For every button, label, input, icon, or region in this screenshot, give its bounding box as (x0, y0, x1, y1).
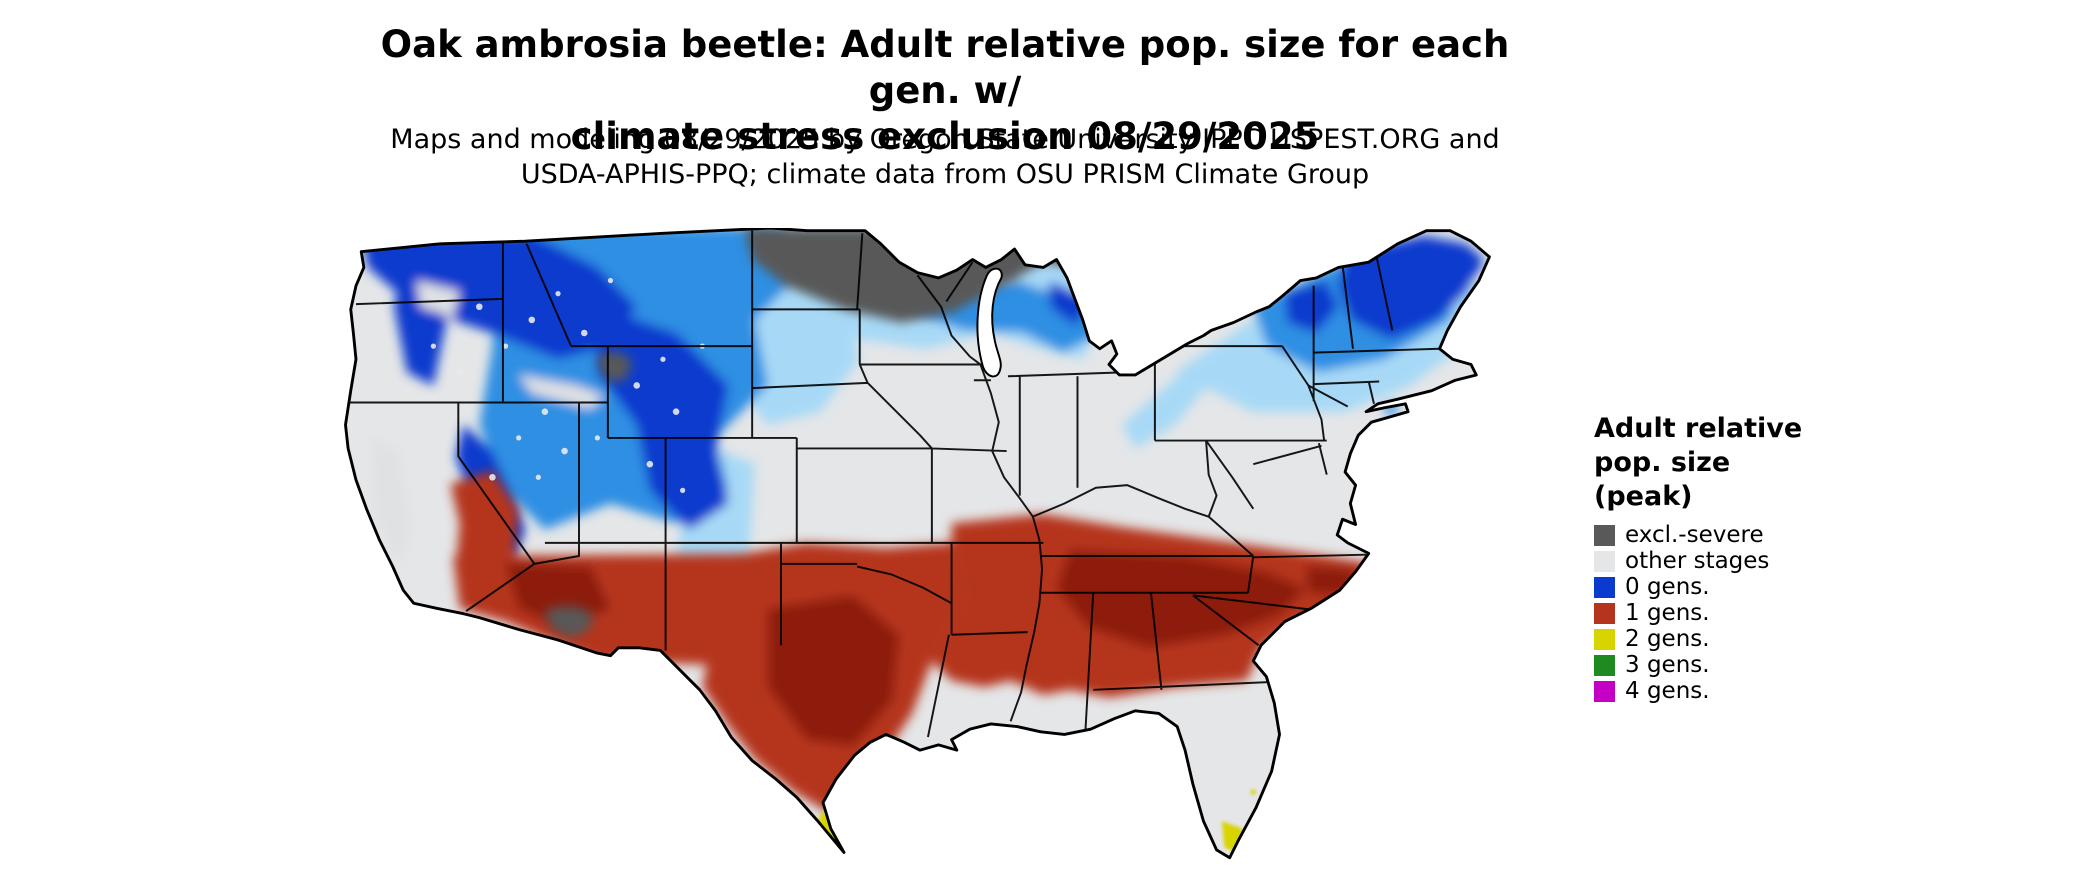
map-title-line2: climate stress exclusion 08/29/2025 (570, 115, 1320, 158)
legend-item-3-gens-: 3 gens. (1594, 652, 1854, 678)
legend-label: other stages (1625, 548, 1770, 574)
legend-item-1-gens-: 1 gens. (1594, 600, 1854, 626)
legend-item-2-gens-: 2 gens. (1594, 626, 1854, 652)
map-subtitle-line1: Maps and modeling 08/29/2025 by Oregon S… (390, 124, 1500, 155)
legend-item-0-gens-: 0 gens. (1594, 574, 1854, 600)
legend-swatch (1594, 524, 1615, 546)
map-legend: Adult relative pop. size (peak) excl.-se… (1594, 412, 1854, 704)
legend-swatch (1594, 602, 1615, 624)
legend-swatch (1594, 628, 1615, 650)
legend-swatch (1594, 550, 1615, 572)
raster-speckles (430, 277, 705, 494)
legend-title-line1: Adult relative (1594, 413, 1803, 444)
legend-item-4-gens-: 4 gens. (1594, 678, 1854, 704)
legend-label: excl.-severe (1625, 522, 1764, 548)
map-title: Oak ambrosia beetle: Adult relative pop.… (350, 22, 1540, 160)
legend-swatch (1594, 680, 1615, 702)
lake-michigan (976, 267, 1003, 378)
legend-title: Adult relative pop. size (peak) (1594, 412, 1854, 514)
legend-swatch (1594, 654, 1615, 676)
legend-item-excl-severe: excl.-severe (1594, 522, 1854, 548)
legend-swatch (1594, 576, 1615, 598)
legend-title-line3: (peak) (1594, 481, 1693, 512)
legend-title-line2: pop. size (1594, 447, 1731, 478)
legend-items: excl.-severe other stages 0 gens. 1 gens. 2 … (1594, 522, 1854, 704)
us-map (335, 228, 1555, 884)
map-subtitle-line2: USDA-APHIS-PPQ; climate data from OSU PR… (520, 159, 1370, 190)
map-subtitle: Maps and modeling 08/29/2025 by Oregon S… (350, 122, 1540, 192)
legend-label: 0 gens. (1625, 574, 1710, 600)
legend-item-other-stages: other stages (1594, 548, 1854, 574)
state-borders (348, 230, 1440, 738)
legend-label: 4 gens. (1625, 678, 1710, 704)
map-title-line1: Oak ambrosia beetle: Adult relative pop.… (380, 23, 1510, 112)
region-2-gens (817, 789, 1256, 858)
us-map-svg (344, 228, 1491, 860)
legend-label: 3 gens. (1625, 652, 1710, 678)
us-outline (344, 228, 1491, 860)
legend-label: 2 gens. (1625, 626, 1710, 652)
legend-label: 1 gens. (1625, 600, 1710, 626)
